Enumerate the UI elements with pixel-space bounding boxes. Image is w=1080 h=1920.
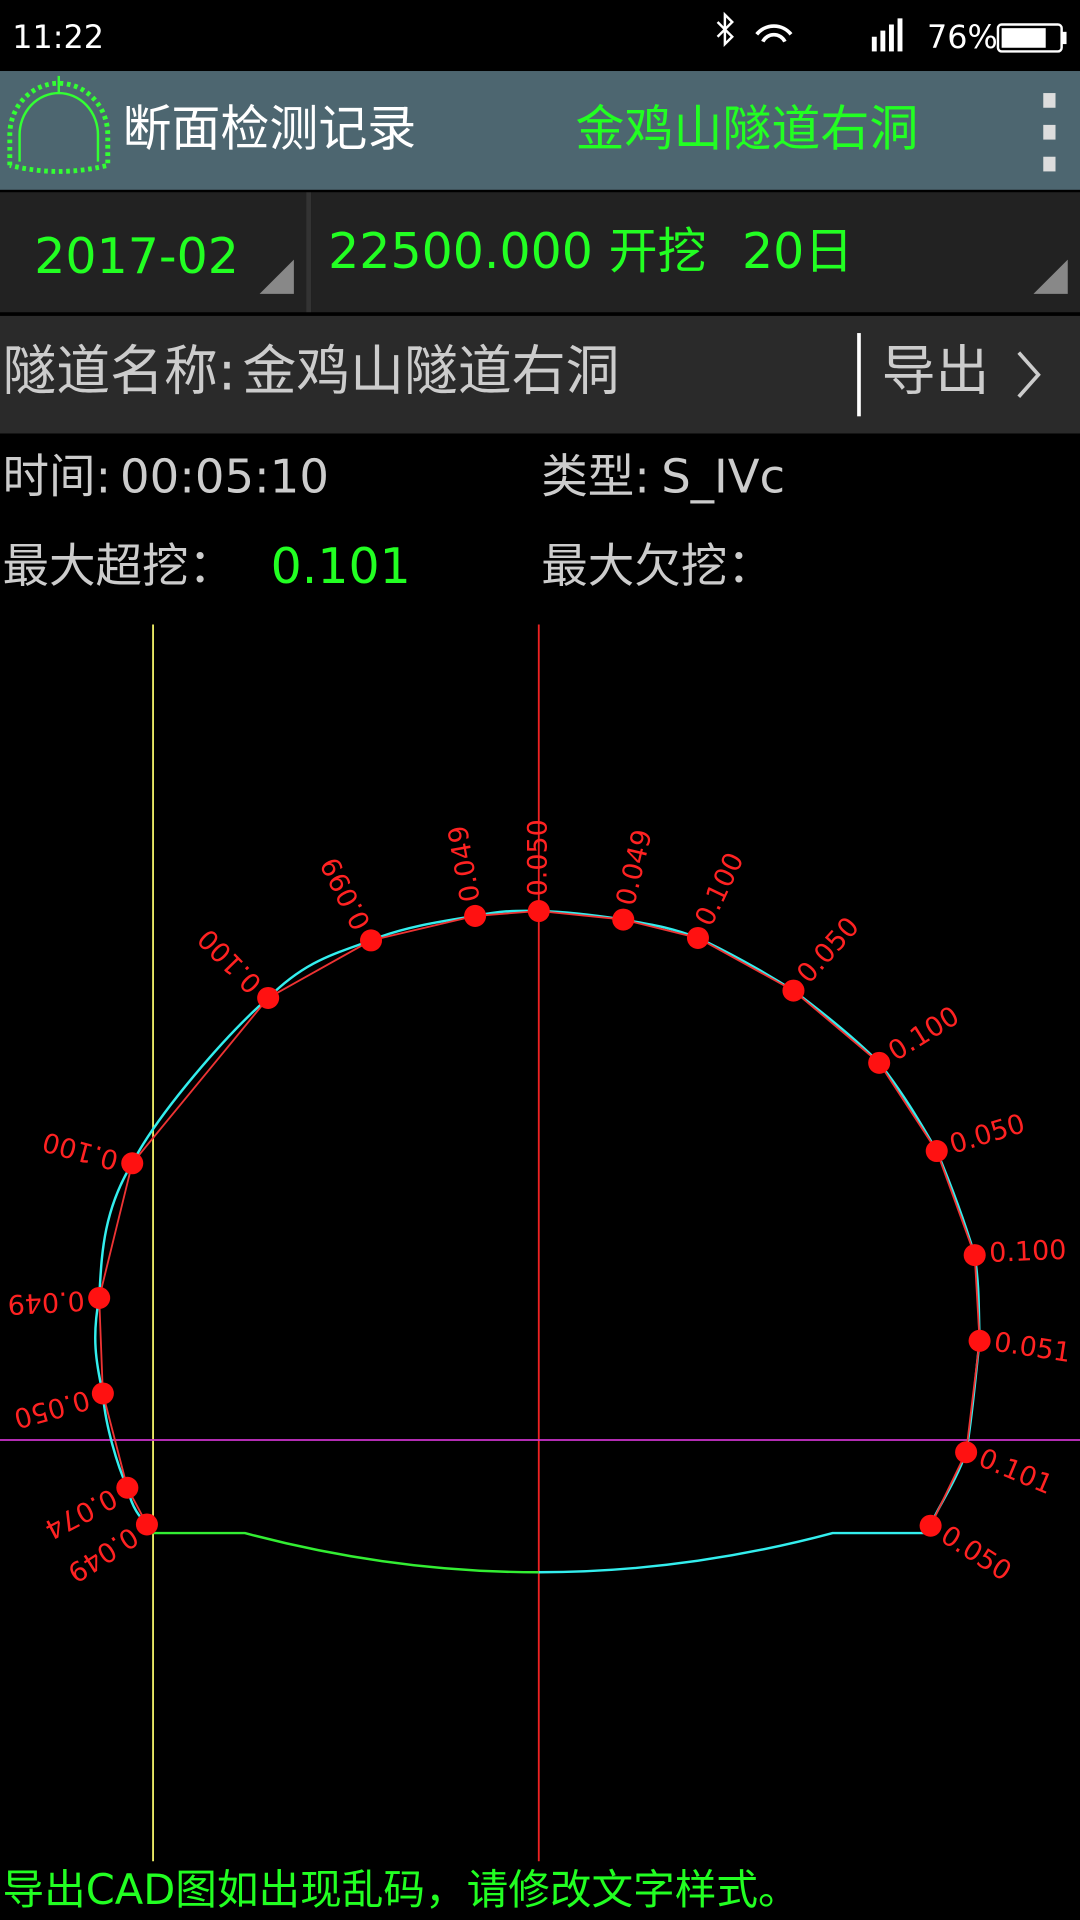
measure-point: [116, 1476, 139, 1499]
month-selector[interactable]: 2017-02: [0, 192, 307, 313]
measure-point: [955, 1441, 978, 1464]
point-label: 0.049: [611, 826, 659, 908]
point-label: 0.100: [883, 1001, 965, 1068]
invert-arch: [538, 1531, 931, 1574]
point-label: 0.100: [39, 1125, 122, 1175]
point-label: 0.101: [974, 1443, 1057, 1501]
app-tunnel: 金鸡山隧道右洞: [576, 101, 919, 158]
measure-point: [612, 908, 635, 931]
app-icon: [7, 75, 111, 174]
point-label: 0.050: [946, 1108, 1029, 1160]
point-label: 0.050: [791, 911, 866, 989]
design-profile: [94, 909, 981, 1527]
measure-point: [925, 1140, 948, 1163]
measure-point: [527, 900, 550, 923]
measure-point: [91, 1382, 114, 1405]
signal-icons: [716, 11, 903, 52]
tunnel-row: [0, 315, 1080, 434]
measure-point: [686, 926, 709, 949]
app-title: 断面检测记录: [122, 101, 416, 158]
divider: [857, 333, 861, 417]
stage: 开挖: [609, 223, 707, 280]
point-label: 0.050: [11, 1383, 94, 1433]
clock: 11:22: [12, 18, 104, 56]
measure-point: [360, 929, 383, 952]
point-label: 0.100: [989, 1235, 1067, 1269]
divider: [306, 192, 312, 313]
battery-level: 76%: [927, 18, 998, 56]
point-label: 0.051: [992, 1327, 1073, 1369]
point-label: 0.050: [935, 1520, 1017, 1588]
type-value: S_IVc: [661, 450, 785, 504]
month: 2017-02: [34, 228, 239, 285]
max-over-label: 最大超挖：: [2, 539, 235, 593]
max-under-label: 最大欠挖：: [541, 539, 774, 593]
measure-point: [257, 986, 280, 1009]
time-label: 时间:: [2, 450, 111, 504]
measure-point: [135, 1513, 158, 1536]
overflow-menu[interactable]: [1043, 93, 1056, 172]
station: 22500.000: [328, 223, 593, 280]
point-label: 0.100: [689, 848, 750, 931]
export-label: 导出: [882, 339, 990, 402]
point-label: 0.100: [192, 922, 268, 999]
point-label: 0.050: [522, 819, 553, 896]
measure-point: [464, 904, 487, 927]
invert-arch: [146, 1531, 539, 1574]
measure-point: [121, 1152, 144, 1175]
point-label: 0.049: [443, 823, 487, 904]
battery-icon: [996, 23, 1067, 53]
footer-hint: 导出CAD图如出现乱码，请修改文字样式。: [2, 1865, 799, 1914]
max-over-value: 0.101: [271, 538, 411, 595]
station-selector[interactable]: 22500.000 开挖 20日: [311, 192, 1080, 313]
measure-point: [782, 979, 805, 1002]
tunnel-name: 金鸡山隧道右洞: [242, 339, 619, 402]
app-bar: [0, 71, 1080, 190]
measure-point: [919, 1514, 942, 1537]
export-button[interactable]: 导出: [882, 339, 1041, 402]
time-value: 00:05:10: [120, 450, 329, 504]
tunnel-label: 隧道名称:: [2, 339, 236, 402]
point-label: 0.049: [7, 1284, 86, 1319]
day: 20日: [742, 223, 853, 280]
type-label: 类型:: [541, 450, 650, 504]
measure-point: [963, 1244, 986, 1267]
point-label: 0.099: [315, 852, 377, 935]
status-bar: [0, 0, 1080, 72]
measured-profile: [98, 910, 981, 1527]
measure-point: [868, 1051, 891, 1074]
measure-point: [88, 1286, 111, 1309]
measure-point: [968, 1329, 991, 1352]
